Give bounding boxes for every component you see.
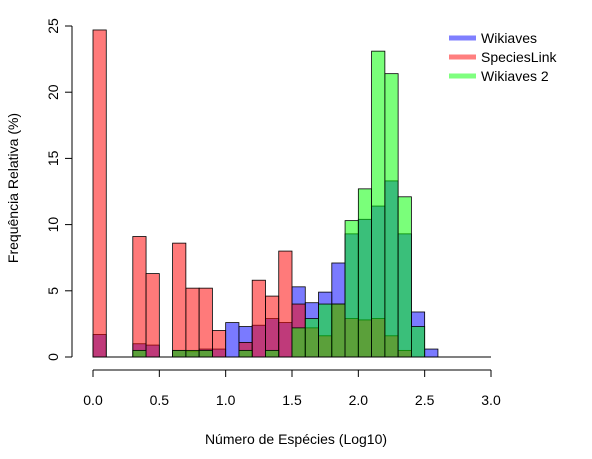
bar-wikiaves-2-17 [318,303,333,358]
bar-wikiaves-2-6 [172,349,187,358]
legend: Wikiaves SpeciesLink Wikiaves 2 [449,30,557,84]
bar-wikiaves-2-18 [331,303,346,358]
x-tick-label-0.0: 0.0 [83,392,103,408]
y-tick-label-10: 10 [45,217,61,233]
bar-specieslink-7 [185,287,200,358]
bar-wikiaves-2-24 [410,326,426,358]
y-tick-label-0: 0 [45,353,61,361]
bar-wikiaves-2-7 [185,349,200,358]
bar-wikiaves-2-16 [304,318,319,358]
legend-label-wikiaves: Wikiaves [481,30,537,46]
x-tick-label-3.0: 3.0 [481,392,501,408]
bar-specieslink-6 [172,242,187,358]
y-axis-label: Frequência Relativa (%) [5,113,21,263]
x-tick-label-0.5: 0.5 [150,392,170,408]
bar-specieslink-9 [211,330,227,358]
legend-label-specieslink: SpeciesLink [481,49,557,65]
x-tick-label-1.0: 1.0 [216,392,236,408]
bar-specieslink-13 [265,295,280,358]
x-axis-label: Número de Espécies (Log10) [205,431,387,447]
axes-layer: 0.0 0.5 1.0 1.5 2.0 2.5 3.0 0 5 10 15 20 25 [45,18,501,408]
bar-specieslink-4 [145,273,160,358]
bar-wikiaves-2-13 [265,349,280,358]
bars-layer [92,29,439,358]
bar-wikiaves-2-19 [344,220,359,358]
y-tick-label-25: 25 [45,18,61,34]
bar-wikiaves-2-23 [397,196,412,358]
y-tick-label-5: 5 [45,287,61,295]
bar-specieslink-14 [278,250,293,358]
bar-specieslink-8 [198,287,213,358]
bar-wikiaves-2-8 [198,349,213,358]
bar-wikiaves-2-3 [132,349,147,358]
x-tick-label-1.5: 1.5 [282,392,302,408]
bar-wikiaves-25 [424,348,439,358]
bar-wikiaves-2-15 [291,327,306,358]
x-tick-label-2.5: 2.5 [415,392,435,408]
bar-wikiaves-2-20 [357,188,373,358]
bar-wikiaves-2-22 [384,73,399,358]
x-tick-label-2.0: 2.0 [349,392,369,408]
bar-wikiaves-10 [225,322,240,358]
bar-specieslink-0 [92,29,107,358]
bar-specieslink-12 [251,279,266,358]
bar-specieslink-3 [132,236,147,358]
bar-wikiaves-2-21 [371,50,386,358]
legend-label-wikiaves-2: Wikiaves 2 [481,68,549,84]
bar-wikiaves-2-11 [238,349,253,358]
y-tick-label-20: 20 [45,84,61,100]
y-tick-label-15: 15 [45,150,61,166]
